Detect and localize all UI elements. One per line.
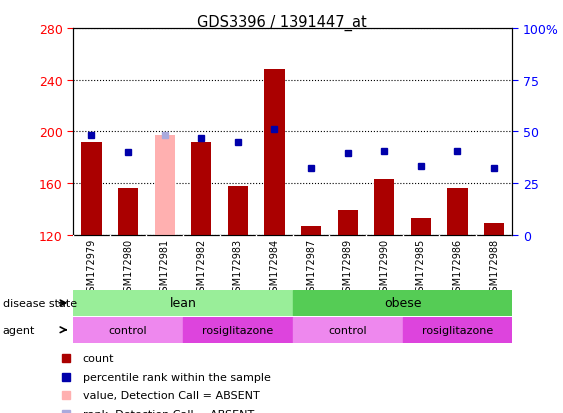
- Text: GSM172988: GSM172988: [489, 238, 499, 297]
- Text: GSM172989: GSM172989: [343, 238, 352, 297]
- Bar: [155, 136, 175, 235]
- Text: disease state: disease state: [3, 298, 77, 308]
- Text: GSM172990: GSM172990: [379, 238, 389, 297]
- Text: GSM172987: GSM172987: [306, 238, 316, 297]
- Bar: [228, 186, 248, 235]
- Text: GSM172979: GSM172979: [87, 238, 96, 297]
- Bar: [338, 211, 358, 235]
- Text: control: control: [328, 325, 367, 335]
- Bar: [73, 290, 293, 316]
- Text: lean: lean: [169, 297, 196, 310]
- Bar: [191, 142, 211, 235]
- Text: GSM172984: GSM172984: [270, 238, 279, 297]
- Bar: [448, 189, 467, 235]
- Bar: [82, 142, 101, 235]
- Text: rosiglitazone: rosiglitazone: [422, 325, 493, 335]
- Text: GSM172986: GSM172986: [453, 238, 462, 297]
- Text: count: count: [83, 353, 114, 363]
- Text: rosiglitazone: rosiglitazone: [202, 325, 274, 335]
- Bar: [265, 70, 284, 235]
- Bar: [293, 317, 403, 343]
- Bar: [293, 290, 512, 316]
- Text: GSM172983: GSM172983: [233, 238, 243, 297]
- Text: control: control: [109, 325, 148, 335]
- Bar: [301, 226, 321, 235]
- Bar: [73, 317, 183, 343]
- Text: GSM172985: GSM172985: [416, 238, 426, 297]
- Bar: [403, 317, 512, 343]
- Bar: [183, 317, 293, 343]
- Bar: [411, 218, 431, 235]
- Text: agent: agent: [3, 325, 35, 335]
- Text: percentile rank within the sample: percentile rank within the sample: [83, 372, 270, 382]
- Text: value, Detection Call = ABSENT: value, Detection Call = ABSENT: [83, 390, 260, 400]
- Text: obese: obese: [384, 297, 421, 310]
- Text: GSM172981: GSM172981: [160, 238, 169, 297]
- Bar: [374, 180, 394, 235]
- Text: GDS3396 / 1391447_at: GDS3396 / 1391447_at: [196, 14, 367, 31]
- Bar: [484, 224, 504, 235]
- Bar: [118, 189, 138, 235]
- Text: GSM172982: GSM172982: [196, 238, 206, 297]
- Text: GSM172980: GSM172980: [123, 238, 133, 297]
- Text: rank, Detection Call = ABSENT: rank, Detection Call = ABSENT: [83, 409, 254, 413]
